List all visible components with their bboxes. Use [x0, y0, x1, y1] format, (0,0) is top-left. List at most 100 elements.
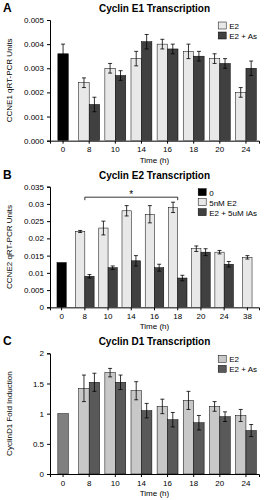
- error-bar-stem: [214, 402, 215, 412]
- x-tick-label: 8: [87, 479, 92, 488]
- error-bar-stem: [94, 97, 95, 111]
- error-bar-stem: [198, 415, 199, 429]
- bar: [141, 411, 151, 474]
- error-bar-cap: [186, 44, 190, 45]
- marks: [58, 34, 257, 140]
- error-bar-cap: [180, 275, 184, 276]
- x-axis-title: Time (h): [140, 322, 170, 331]
- error-bar-cap: [82, 375, 86, 376]
- bar: [215, 252, 224, 307]
- x-tick-mark: [247, 307, 248, 310]
- error-bar-cap: [87, 274, 91, 275]
- y-tick-label: 1: [40, 410, 45, 419]
- y-tick: 0.005: [24, 286, 50, 295]
- legend-label: E2 + 5uM iAs: [209, 209, 257, 218]
- error-bar-cap: [239, 87, 243, 88]
- y-tick-mark: [47, 353, 50, 354]
- y-tick-mark: [47, 444, 50, 445]
- x-tick-mark: [131, 307, 132, 310]
- error-bar-cap: [119, 80, 123, 81]
- error-bar-cap: [197, 51, 201, 52]
- y-tick: 2: [40, 349, 50, 358]
- x-tick: 8: [83, 307, 88, 321]
- y-tick-mark: [47, 204, 50, 205]
- error-bar-cap: [82, 77, 86, 78]
- error-bar: [218, 250, 222, 253]
- x-tick-mark: [63, 474, 64, 477]
- y-tick: 0: [40, 470, 50, 479]
- bar: [131, 261, 140, 308]
- y-tick: 0.000: [24, 137, 50, 146]
- error-bar-cap: [92, 391, 96, 392]
- legend: E2E2 + As: [218, 22, 257, 41]
- x-tick: 16: [150, 307, 159, 321]
- panel: 00.511.5208101416182024Time (h)CyclinD1 …: [3, 334, 260, 498]
- legend-label: E2 + As: [229, 365, 257, 374]
- error-bar-cap: [160, 399, 164, 400]
- error-bar-cap: [186, 58, 190, 59]
- bar: [57, 263, 66, 308]
- y-axis-line: [47, 354, 51, 475]
- error-bar: [180, 275, 184, 281]
- x-tick-mark: [63, 141, 64, 144]
- bar: [115, 76, 125, 141]
- error-bar-stem: [225, 59, 226, 69]
- x-tick: 0: [61, 474, 66, 488]
- error-bar-stem: [172, 44, 173, 54]
- y-tick: 0.005: [24, 16, 50, 25]
- error-bar: [249, 425, 253, 437]
- error-bar: [239, 88, 243, 98]
- y-tick: 0.5: [33, 440, 50, 449]
- x-tick-label: 24: [241, 145, 250, 154]
- error-bar-cap: [61, 44, 65, 45]
- y-tick: 0.003: [24, 64, 50, 73]
- y-tick-mark: [47, 414, 50, 415]
- y-tick-mark: [47, 221, 50, 222]
- x-tick-mark: [89, 474, 90, 477]
- error-bar-cap: [194, 245, 198, 246]
- error-bar-cap: [218, 250, 222, 251]
- y-tick: 0.01: [28, 269, 50, 278]
- x-tick-label: 20: [196, 312, 205, 321]
- error-bar: [87, 275, 91, 278]
- error-bar-stem: [110, 63, 111, 73]
- error-bar-cap: [245, 255, 249, 256]
- bar: [235, 415, 245, 474]
- bar: [183, 400, 193, 474]
- bar: [58, 54, 68, 141]
- legend-swatch: [218, 22, 226, 29]
- bar: [131, 391, 141, 474]
- x-tick-label: 0: [59, 312, 64, 321]
- legend: 05nM E2E2 + 5uM iAs: [198, 189, 257, 218]
- bar: [243, 257, 252, 307]
- error-bar-cap: [204, 255, 208, 256]
- error-bar-cap: [82, 401, 86, 402]
- x-tick-mark: [61, 307, 62, 310]
- bar: [168, 420, 178, 474]
- error-bar-stem: [63, 44, 64, 63]
- y-axis: 00.511.52: [33, 349, 51, 479]
- error-bar-stem: [146, 403, 147, 417]
- error-bar: [171, 202, 175, 212]
- bar: [89, 382, 99, 474]
- figure: 0.0000.0010.0020.0030.0040.0050810141618…: [0, 0, 265, 500]
- title: Cyclin D1 Transcription: [99, 336, 211, 347]
- legend-label: E2 + As: [229, 32, 257, 41]
- legend-item: E2: [218, 355, 239, 364]
- y-tick-mark: [47, 273, 50, 274]
- error-bar-cap: [160, 413, 164, 414]
- error-bar-cap: [171, 412, 175, 413]
- error-bar: [157, 264, 161, 271]
- x-tick-mark: [167, 141, 168, 144]
- annotation: *: [129, 189, 133, 200]
- error-bar-cap: [87, 278, 91, 279]
- error-bar-stem: [188, 44, 189, 58]
- error-bar-cap: [227, 261, 231, 262]
- y-tick-label: 0.025: [24, 217, 45, 226]
- error-bar-cap: [119, 375, 123, 376]
- panel: 00.0050.010.0150.020.0250.030.0350810141…: [3, 168, 260, 332]
- x-tick-label: 18: [173, 312, 182, 321]
- error-bar-stem: [162, 399, 163, 413]
- x-tick: 8: [87, 474, 92, 488]
- panel-label: B: [3, 168, 12, 182]
